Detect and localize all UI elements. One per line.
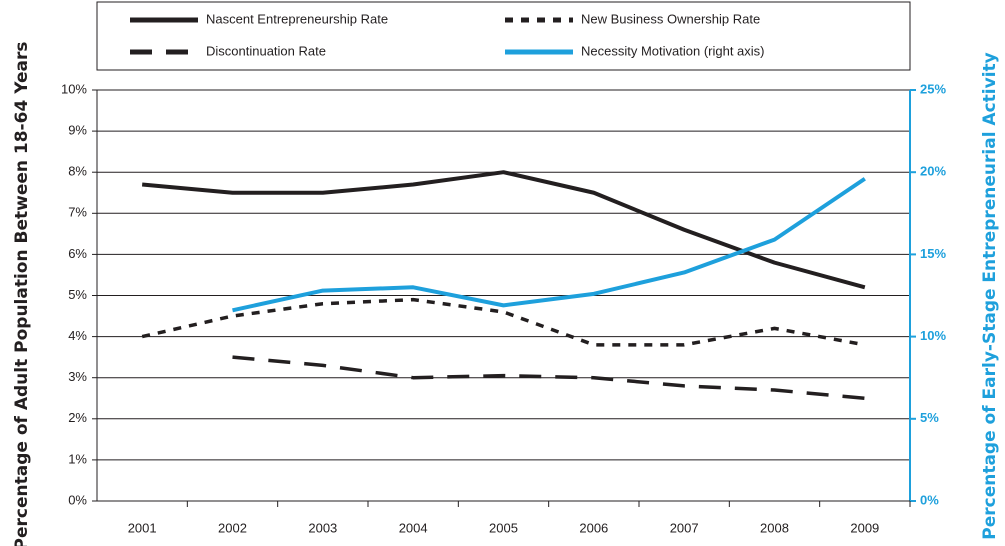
series-line (232, 177, 866, 313)
series-line (141, 170, 866, 290)
x-tick-label: 2004 (399, 520, 428, 535)
y2-tick-label: 20% (920, 164, 946, 179)
y2-axis-label: Percentage of Early-Stage Entrepreneuria… (980, 52, 1000, 540)
legend-label: Discontinuation Rate (206, 43, 326, 58)
y-tick-label: 8% (68, 164, 87, 179)
y-tick-label: 9% (68, 123, 87, 138)
y2-tick-label: 5% (920, 410, 939, 425)
y-axis-label: Percentage of Adult Population Between 1… (12, 42, 32, 546)
legend-label: New Business Ownership Rate (581, 11, 760, 26)
x-tick-label: 2005 (489, 520, 518, 535)
y-tick-label: 10% (61, 81, 87, 96)
x-tick-label: 2003 (308, 520, 337, 535)
y-tick-label: 7% (68, 205, 87, 220)
x-tick-label: 2009 (850, 520, 879, 535)
x-tick-label: 2006 (579, 520, 608, 535)
legend-label: Nascent Entrepreneurship Rate (206, 11, 388, 26)
y-tick-label: 5% (68, 287, 87, 302)
y2-tick-label: 25% (920, 81, 946, 96)
y2-tick-label: 0% (920, 492, 939, 507)
y-tick-label: 6% (68, 246, 87, 261)
y-tick-label: 2% (68, 410, 87, 425)
y2-tick-label: 10% (920, 328, 946, 343)
y-tick-label: 1% (68, 451, 87, 466)
x-tick-label: 2002 (218, 520, 247, 535)
x-tick-label: 2008 (760, 520, 789, 535)
y2-tick-label: 15% (920, 246, 946, 261)
y-tick-label: 4% (68, 328, 87, 343)
y-tick-label: 3% (68, 369, 87, 384)
series-line (141, 297, 866, 347)
legend-box (96, 1, 911, 71)
legend-label: Necessity Motivation (right axis) (581, 43, 765, 58)
x-tick-label: 2007 (670, 520, 699, 535)
y-tick-label: 0% (68, 492, 87, 507)
x-tick-label: 2001 (128, 520, 157, 535)
